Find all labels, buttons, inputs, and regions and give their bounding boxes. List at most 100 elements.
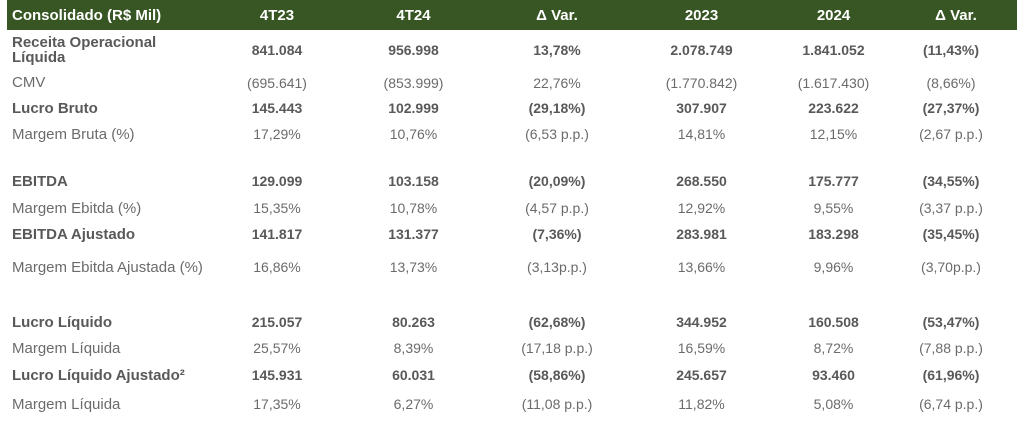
cell: (58,86%) — [528, 367, 586, 383]
row-label: Receita Operacional Líquida — [12, 34, 157, 66]
cell: 145.931 — [251, 367, 303, 383]
table-row: Margem Ebitda Ajustada (%) 16,86% 13,73%… — [7, 247, 1017, 287]
cell: (27,37%) — [922, 100, 980, 116]
row-label: CMV — [12, 74, 46, 91]
row-label: Lucro Líquido Ajustado² — [12, 366, 185, 384]
cell: (6,53 p.p.) — [525, 126, 589, 142]
row-label: Margem Líquida — [12, 339, 121, 357]
cell: (3,37 p.p.) — [919, 200, 983, 216]
cell: 13,73% — [389, 259, 438, 275]
row-label: Lucro Líquido — [12, 313, 112, 331]
cell: 2.078.749 — [670, 42, 733, 58]
cell: 9,55% — [813, 200, 854, 216]
cell: 9,96% — [813, 259, 854, 275]
cell: (34,55%) — [922, 173, 980, 189]
cell: (11,43%) — [922, 42, 980, 58]
cell: 22,76% — [533, 74, 581, 91]
cell: 11,82% — [678, 396, 725, 412]
cell: 10,76% — [389, 126, 438, 142]
table-row: Margem Bruta (%) 17,29% 10,76% (6,53 p.p… — [7, 121, 1017, 147]
header-label: Consolidado (R$ Mil) — [12, 6, 162, 24]
cell: 16,59% — [677, 340, 726, 356]
cell: (2,67 p.p.) — [919, 126, 983, 142]
cell: (53,47%) — [922, 314, 980, 330]
table-row: Margem Líquida 25,57% 8,39% (17,18 p.p.)… — [7, 335, 1017, 361]
row-label: EBITDA Ajustado — [12, 225, 136, 243]
cell: 102.999 — [388, 100, 439, 116]
cell: (1.617.430) — [797, 74, 870, 91]
cell: (7,88 p.p.) — [919, 340, 983, 356]
cell: (6,74 p.p.) — [919, 396, 983, 412]
row-label: Margem Bruta (%) — [12, 125, 135, 143]
header-row: Consolidado (R$ Mil) 4T23 4T24 Δ Var. 20… — [7, 0, 1017, 30]
table-row: Lucro Líquido Ajustado² 145.931 60.031 (… — [7, 361, 1017, 389]
cell: 175.777 — [808, 173, 859, 189]
cell: 223.622 — [808, 100, 859, 116]
financial-table: Consolidado (R$ Mil) 4T23 4T24 Δ Var. 20… — [7, 0, 1017, 419]
header-4t24: 4T24 — [396, 6, 431, 24]
cell: (61,96%) — [922, 367, 980, 383]
cell: 245.657 — [676, 367, 727, 383]
cell: (11,08 p.p.) — [521, 396, 593, 412]
header-var-quarter: Δ Var. — [536, 6, 578, 24]
cell: 956.998 — [388, 42, 439, 58]
cell: (1.770.842) — [665, 74, 738, 91]
cell: (7,36%) — [532, 226, 582, 242]
cell: 145.443 — [251, 100, 303, 116]
cell: 8,39% — [393, 340, 434, 356]
cell: (17,18 p.p.) — [521, 340, 593, 356]
cell: (62,68%) — [528, 314, 586, 330]
row-label: Margem Líquida — [12, 395, 121, 413]
cell: 60.031 — [392, 367, 435, 383]
table-row: Lucro Bruto 145.443 102.999 (29,18%) 307… — [7, 95, 1017, 121]
table-row: Margem Líquida 17,35% 6,27% (11,08 p.p.)… — [7, 389, 1017, 419]
cell: 15,35% — [253, 200, 301, 216]
cell: (3,13p.p.) — [527, 259, 587, 275]
header-2023: 2023 — [684, 6, 719, 24]
cell: 13,66% — [677, 259, 726, 275]
cell: (3,70p.p.) — [921, 259, 981, 275]
cell: 12,92% — [677, 200, 726, 216]
cell: (35,45%) — [922, 226, 980, 242]
table-row: CMV (695.641) (853.999) 22,76% (1.770.84… — [7, 70, 1017, 95]
table-row: EBITDA 129.099 103.158 (20,09%) 268.550 … — [7, 167, 1017, 195]
cell: (29,18%) — [528, 100, 586, 116]
cell: 16,86% — [253, 259, 301, 275]
cell: 183.298 — [808, 226, 859, 242]
cell: 5,08% — [813, 396, 854, 412]
table-row: Receita Operacional Líquida 841.084 956.… — [7, 30, 1017, 70]
spacer-row — [7, 147, 1017, 167]
header-var-year: Δ Var. — [935, 6, 977, 24]
cell: 215.057 — [251, 314, 303, 330]
cell: 131.377 — [388, 226, 439, 242]
cell: 103.158 — [388, 173, 439, 189]
cell: 160.508 — [808, 314, 859, 330]
cell: 93.460 — [812, 367, 855, 383]
table-row: EBITDA Ajustado 141.817 131.377 (7,36%) … — [7, 221, 1017, 247]
cell: 8,72% — [813, 340, 854, 356]
cell: 12,15% — [809, 126, 858, 142]
cell: 80.263 — [392, 314, 435, 330]
cell: 283.981 — [676, 226, 727, 242]
cell: 13,78% — [533, 42, 581, 58]
spacer-row — [7, 287, 1017, 309]
cell: 307.907 — [676, 100, 727, 116]
cell: 344.952 — [676, 314, 727, 330]
cell: 14,81% — [677, 126, 726, 142]
row-label: Margem Ebitda Ajustada (%) — [12, 258, 203, 276]
cell: 1.841.052 — [802, 42, 865, 58]
cell: 841.084 — [251, 42, 303, 58]
cell: (20,09%) — [528, 173, 586, 189]
table-row: Margem Ebitda (%) 15,35% 10,78% (4,57 p.… — [7, 195, 1017, 221]
cell: 10,78% — [389, 200, 438, 216]
table-row: Lucro Líquido 215.057 80.263 (62,68%) 34… — [7, 309, 1017, 335]
cell: (695.641) — [247, 74, 307, 91]
cell: 25,57% — [253, 340, 301, 356]
cell: (4,57 p.p.) — [525, 200, 589, 216]
cell: 6,27% — [393, 396, 434, 412]
row-label: Margem Ebitda (%) — [12, 199, 142, 217]
row-label: Lucro Bruto — [12, 99, 98, 117]
header-4t23: 4T23 — [259, 6, 295, 24]
cell: 17,35% — [253, 396, 301, 412]
header-2024: 2024 — [816, 6, 851, 24]
